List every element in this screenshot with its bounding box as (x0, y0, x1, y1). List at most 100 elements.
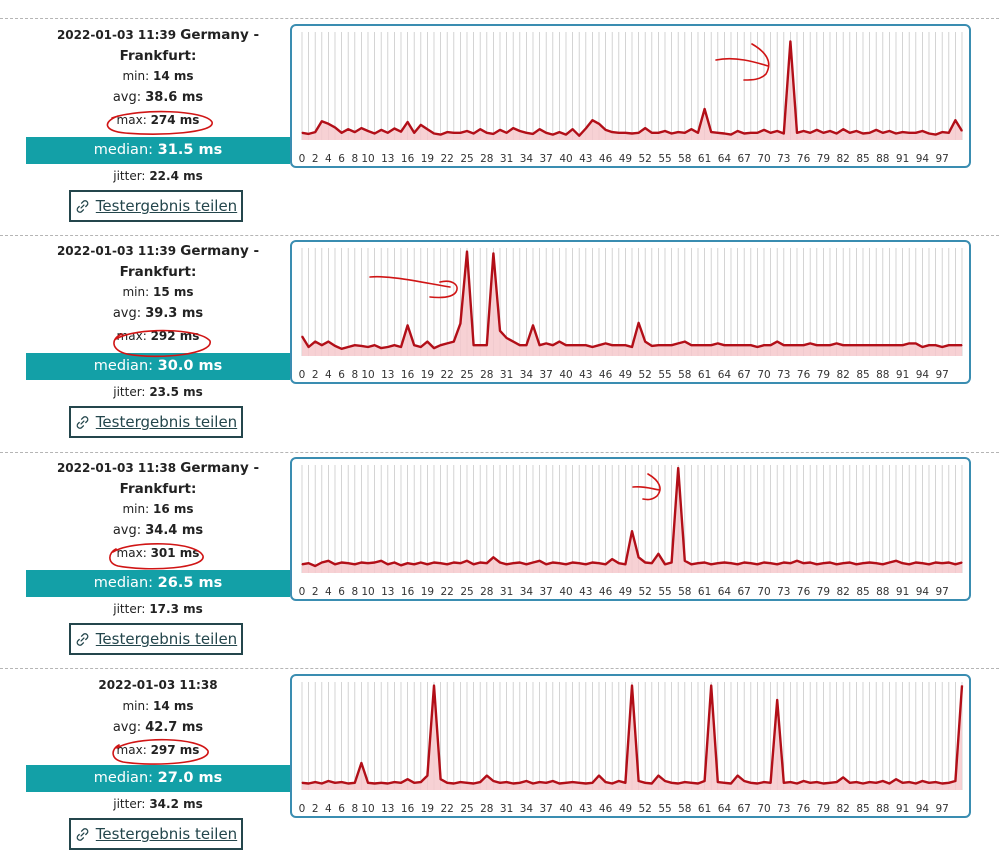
ping-point (605, 781, 607, 783)
share-result-button[interactable]: Testergebnis teilen (69, 818, 243, 850)
location-city: Frankfurt: (119, 48, 197, 64)
median-value: 30.0 ms (157, 358, 223, 374)
ping-point (519, 130, 521, 132)
ping-point (433, 347, 435, 349)
ping-point (367, 130, 369, 132)
x-tick-label: 73 (777, 369, 790, 381)
test-result-info: 2022-01-03 11:39 Germany - Frankfurt: mi… (26, 240, 290, 346)
ping-point (572, 344, 574, 346)
ping-point (789, 562, 791, 564)
ping-point (572, 561, 574, 564)
x-tick-label: 31 (500, 803, 513, 815)
ping-point (895, 132, 897, 135)
ping-area (302, 468, 962, 573)
ping-point (327, 780, 329, 782)
x-tick-label: 13 (381, 586, 394, 598)
x-tick-label: 79 (817, 586, 830, 598)
share-result-button[interactable]: Testergebnis teilen (69, 623, 243, 655)
ping-point (836, 781, 838, 783)
ping-point (420, 781, 422, 783)
ping-point (321, 782, 323, 785)
ping-point (882, 563, 884, 565)
ping-point (545, 342, 547, 344)
section-separator (0, 235, 999, 236)
ping-point (671, 561, 673, 564)
x-tick-label: 10 (361, 153, 374, 165)
x-tick-label: 67 (738, 369, 751, 381)
ping-point (400, 346, 402, 348)
share-result-button[interactable]: Testergebnis teilen (69, 190, 243, 222)
x-tick-label: 49 (619, 369, 632, 381)
share-label: Testergebnis teilen (95, 197, 238, 215)
jitter-label: jitter: (113, 385, 146, 399)
ping-point (347, 782, 349, 785)
x-tick-label: 16 (401, 586, 415, 598)
x-tick-label: 52 (639, 153, 652, 165)
ping-point (657, 553, 659, 555)
ping-point (750, 344, 752, 346)
ping-point (915, 342, 917, 344)
test-header: 2022-01-03 11:38 Germany - (26, 457, 290, 479)
ping-point (644, 127, 646, 129)
ping-point (308, 562, 310, 564)
x-tick-label: 85 (856, 369, 869, 381)
min-value: 14 ms (152, 69, 194, 83)
ping-point (822, 344, 825, 346)
ping-point (492, 252, 494, 254)
ping-point (506, 563, 508, 565)
ping-point (704, 344, 706, 346)
share-result-button[interactable]: Testergebnis teilen (69, 406, 243, 438)
ping-point (499, 561, 501, 564)
ping-point (519, 782, 521, 784)
x-tick-label: 85 (856, 153, 869, 165)
x-tick-label: 25 (460, 586, 473, 598)
ping-point (565, 134, 567, 136)
ping-point (492, 556, 494, 558)
max-stat: max: 274 ms (26, 110, 290, 130)
ping-point (855, 130, 858, 132)
ping-point (796, 782, 798, 785)
ping-point (426, 341, 428, 343)
x-tick-label: 8 (351, 803, 358, 815)
jitter-label: jitter: (113, 797, 146, 811)
ping-point (605, 563, 607, 565)
x-tick-label: 37 (540, 153, 553, 165)
ping-point (433, 685, 435, 687)
section-separator (0, 452, 999, 453)
ping-point (809, 132, 811, 134)
max-label: max: (116, 329, 147, 343)
ping-point (875, 129, 877, 131)
x-tick-label: 28 (480, 369, 493, 381)
ping-point (413, 563, 415, 565)
ping-point (618, 344, 620, 346)
ping-point (783, 132, 785, 135)
ping-point (393, 561, 395, 564)
jitter-value: 22.4 ms (149, 169, 203, 183)
x-tick-label: 25 (460, 153, 473, 165)
test-result-info: 2022-01-03 11:38 min: 14 ms avg: 42.7 ms… (26, 674, 290, 760)
x-tick-label: 25 (460, 803, 473, 815)
ping-chart-svg: 0 2 4 6 8 10 13 16 19 22 25 28 31 34 37 40 43 46 49 52 55 58 6… (299, 248, 963, 381)
x-tick-label: 22 (441, 803, 454, 815)
x-tick-label: 61 (698, 153, 711, 165)
ping-point (308, 133, 310, 135)
ping-point (789, 344, 791, 346)
section-separator (0, 668, 999, 669)
ping-point (921, 562, 924, 564)
ping-point (895, 778, 897, 780)
ping-point (591, 561, 593, 564)
ping-point (644, 341, 646, 343)
ping-point (737, 130, 739, 132)
ping-point (849, 132, 851, 134)
ping-point (809, 561, 811, 564)
ping-point (928, 344, 930, 346)
x-tick-label: 64 (718, 153, 732, 165)
ping-point (591, 346, 593, 348)
link-icon (76, 827, 89, 841)
min-stat: min: 16 ms (26, 499, 290, 519)
ping-point (407, 324, 409, 326)
x-tick-label: 49 (619, 586, 632, 598)
x-tick-label: 2 (312, 369, 319, 381)
ping-point (783, 561, 785, 564)
ping-point (360, 561, 362, 564)
